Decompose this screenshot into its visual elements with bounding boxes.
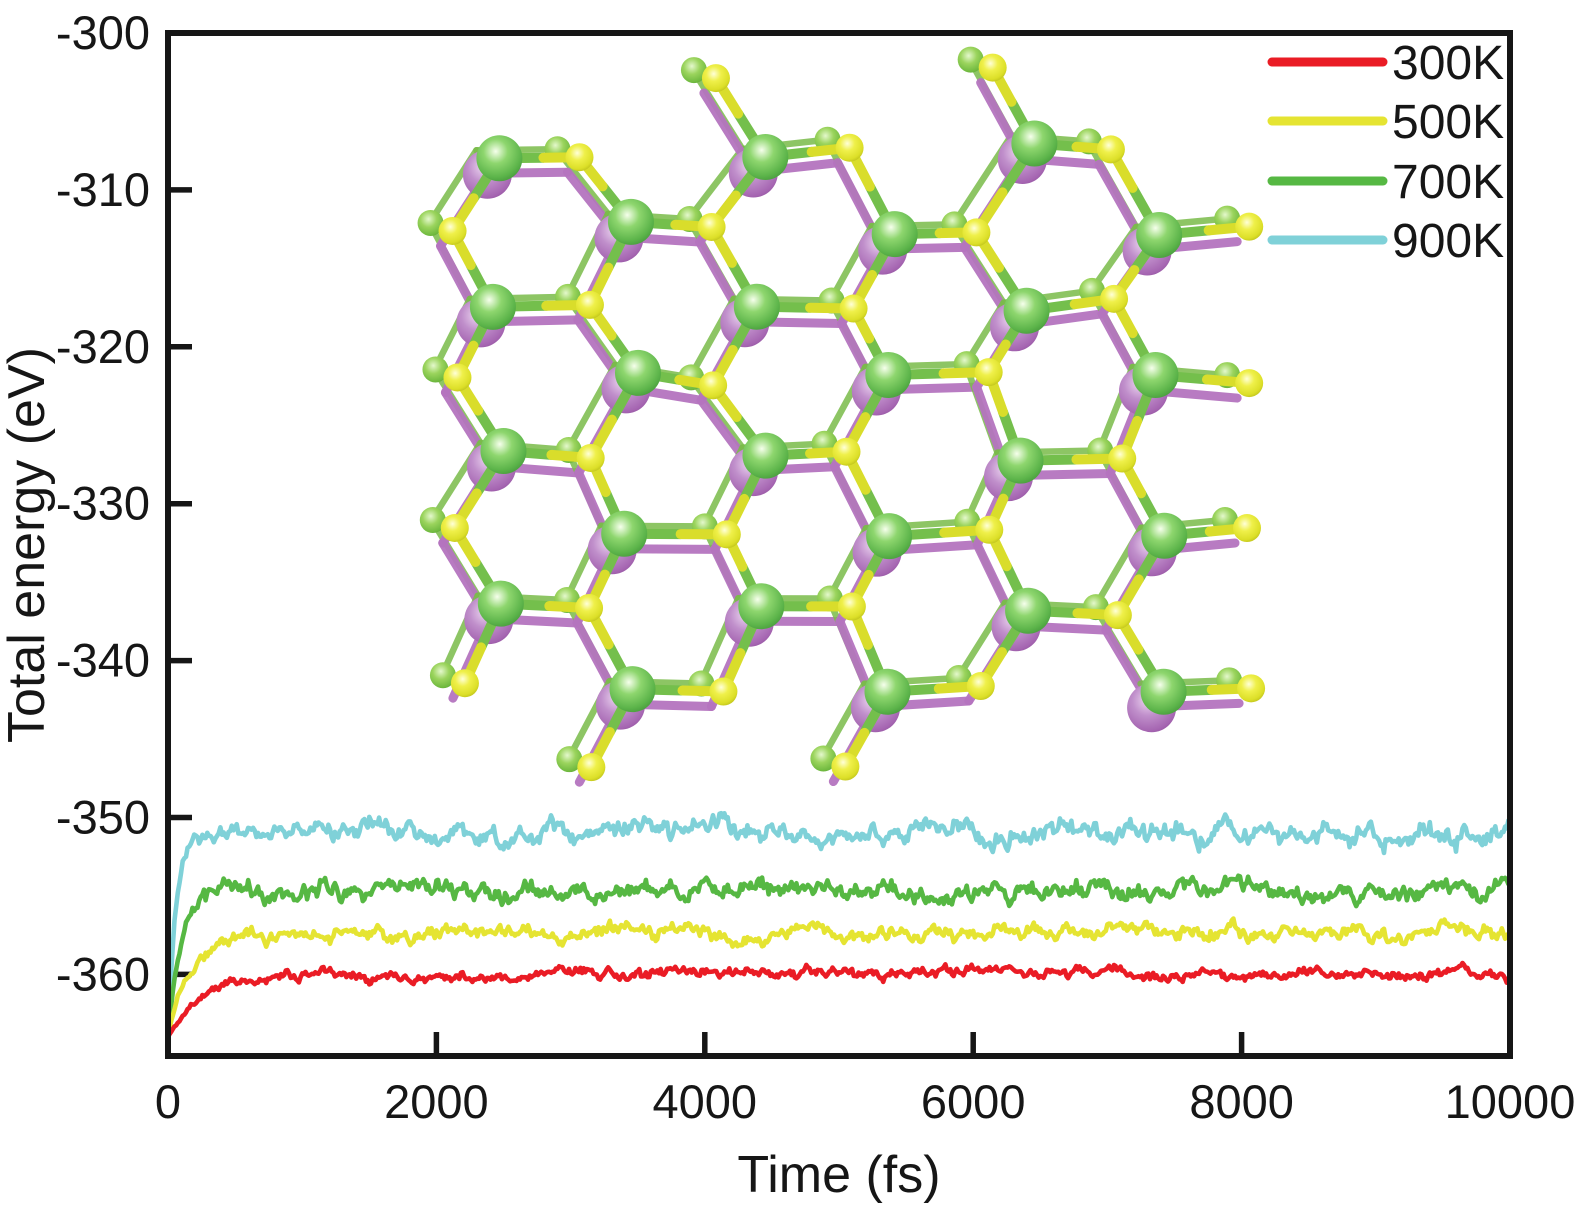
energy-curves bbox=[171, 810, 1508, 1037]
atom-small-yellow bbox=[438, 216, 467, 245]
atom-small-yellow bbox=[966, 672, 995, 701]
atom-large-green bbox=[866, 513, 913, 560]
atom-large-green bbox=[997, 437, 1044, 484]
atom-large-green bbox=[1003, 287, 1050, 334]
x-axis-title: Time (fs) bbox=[737, 1146, 940, 1204]
x-tick-label: 0 bbox=[155, 1075, 181, 1128]
atom-small-yellow bbox=[974, 358, 1003, 387]
y-tick-label: -330 bbox=[56, 477, 150, 530]
atom-small-yellow bbox=[1100, 284, 1129, 313]
curve-300K bbox=[171, 960, 1508, 1037]
atom-small-yellow bbox=[832, 437, 861, 466]
atom-small-yellow bbox=[1237, 674, 1266, 703]
atom-small-yellow bbox=[837, 592, 866, 621]
legend-label-700K: 700K bbox=[1392, 156, 1504, 209]
atom-large-green bbox=[871, 211, 918, 258]
atom-large-green bbox=[607, 198, 654, 245]
atom-small-yellow bbox=[975, 515, 1004, 544]
atom-large-green bbox=[1140, 668, 1187, 715]
atom-large-green bbox=[742, 432, 789, 479]
atom-large-green bbox=[1136, 211, 1183, 258]
atom-small-green bbox=[810, 745, 837, 772]
atom-large-green bbox=[742, 134, 789, 181]
atom-large-green bbox=[738, 583, 785, 630]
atom-large-green bbox=[864, 668, 911, 715]
curve-500K bbox=[171, 916, 1508, 1034]
y-tick-label: -310 bbox=[56, 163, 150, 216]
atom-small-yellow bbox=[1103, 601, 1132, 630]
curve-700K bbox=[171, 873, 1508, 1030]
y-axis-title: Total energy (eV) bbox=[0, 347, 56, 743]
atom-small-yellow bbox=[701, 64, 730, 93]
atom-large-green bbox=[1011, 120, 1058, 167]
atom-small-yellow bbox=[962, 218, 991, 247]
legend: 300K 500K 700K 900K bbox=[1267, 37, 1504, 268]
atom-small-yellow bbox=[699, 371, 728, 400]
atom-large-green bbox=[476, 135, 523, 182]
atom-small-yellow bbox=[565, 143, 594, 172]
atom-small-yellow bbox=[712, 520, 741, 549]
x-tick-label: 8000 bbox=[1189, 1075, 1294, 1128]
atom-small-yellow bbox=[978, 53, 1007, 82]
atom-small-green bbox=[556, 746, 583, 773]
atom-small-green bbox=[422, 356, 449, 383]
curve-900K bbox=[171, 810, 1508, 1024]
atom-small-yellow bbox=[831, 752, 860, 781]
legend-label-900K: 900K bbox=[1392, 215, 1504, 268]
x-axis-ticks: 0 2000 4000 6000 8000 10000 bbox=[155, 1032, 1575, 1128]
atom-small-green bbox=[680, 57, 707, 84]
y-tick-label: -350 bbox=[56, 791, 150, 844]
atom-small-yellow bbox=[575, 290, 604, 319]
plot-frame bbox=[165, 30, 1513, 1059]
atom-small-green bbox=[429, 662, 456, 689]
x-tick-label: 6000 bbox=[921, 1075, 1026, 1128]
atom-small-green bbox=[417, 209, 444, 236]
x-tick-label: 10000 bbox=[1445, 1075, 1575, 1128]
atom-small-yellow bbox=[839, 294, 868, 323]
y-tick-label: -360 bbox=[56, 947, 150, 1000]
atom-small-yellow bbox=[697, 212, 726, 241]
atom-small-yellow bbox=[577, 753, 606, 782]
atom-small-yellow bbox=[709, 677, 738, 706]
atom-small-yellow bbox=[443, 363, 472, 392]
atom-small-yellow bbox=[450, 669, 479, 698]
atom-small-yellow bbox=[835, 133, 864, 162]
x-tick-label: 4000 bbox=[653, 1075, 758, 1128]
legend-label-500K: 500K bbox=[1392, 96, 1504, 149]
atom-small-yellow bbox=[1096, 135, 1125, 164]
atom-large-green bbox=[469, 283, 516, 330]
atom-large-green bbox=[480, 428, 527, 475]
y-tick-label: -300 bbox=[56, 6, 150, 59]
y-tick-label: -340 bbox=[56, 634, 150, 687]
atom-small-green bbox=[419, 507, 446, 534]
atom-small-yellow bbox=[576, 443, 605, 472]
atom-small-green bbox=[957, 46, 984, 73]
atom-large-green bbox=[1005, 587, 1052, 634]
bond-shadow-green bbox=[686, 374, 746, 451]
y-tick-label: -320 bbox=[56, 320, 150, 373]
atom-large-green bbox=[601, 510, 648, 557]
x-tick-label: 2000 bbox=[384, 1075, 489, 1128]
atom-small-yellow bbox=[1232, 514, 1261, 543]
legend-label-300K: 300K bbox=[1392, 37, 1504, 90]
atom-small-yellow bbox=[440, 514, 469, 543]
atom-small-yellow bbox=[1108, 444, 1137, 473]
atom-small-yellow bbox=[1235, 212, 1264, 241]
crystal-structure-inset bbox=[417, 46, 1266, 787]
atom-large-green bbox=[865, 352, 912, 399]
atom-large-green bbox=[1132, 352, 1179, 399]
atom-large-green bbox=[477, 580, 524, 627]
atom-large-green bbox=[733, 283, 780, 330]
y-axis-ticks: -300 -310 -320 -330 -340 -350 -360 bbox=[56, 6, 192, 1000]
atom-large-green bbox=[614, 349, 661, 396]
atom-small-yellow bbox=[1235, 369, 1264, 398]
atom-large-green bbox=[609, 666, 656, 713]
atom-small-yellow bbox=[575, 593, 604, 622]
atom-large-green bbox=[1141, 512, 1188, 559]
